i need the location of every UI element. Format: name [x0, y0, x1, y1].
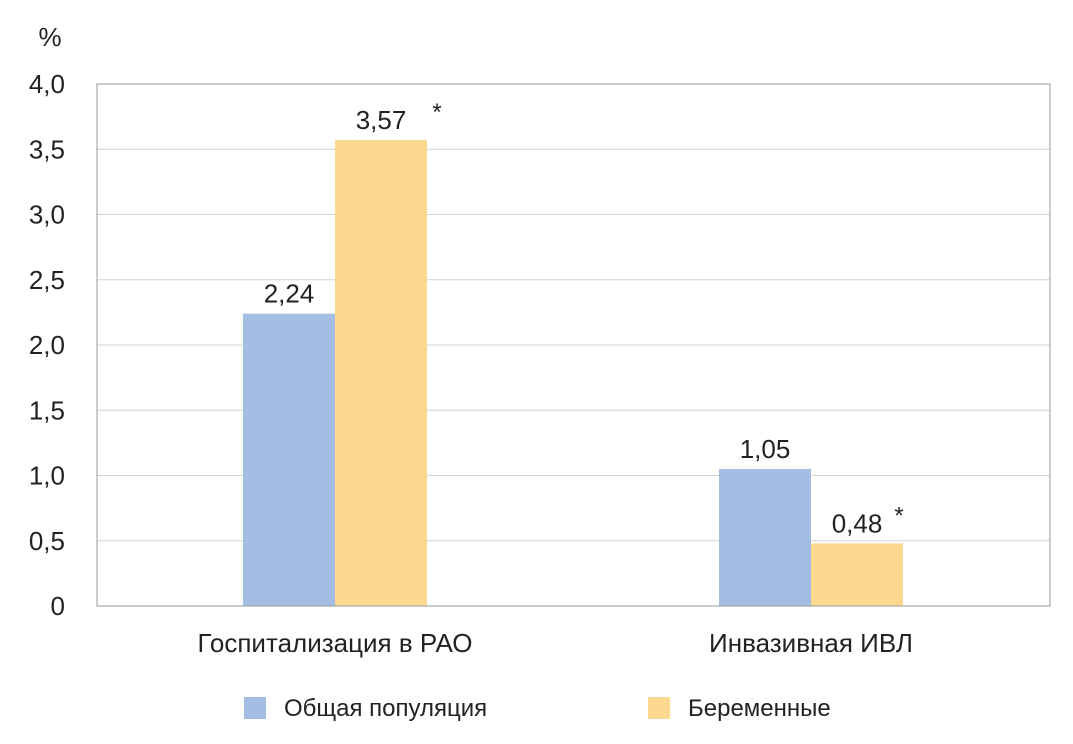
y-tick-label: 0,5	[29, 526, 65, 556]
significance-mark: *	[432, 99, 441, 126]
significance-mark: *	[894, 502, 903, 529]
y-tick-label: 2,5	[29, 265, 65, 295]
y-tick-label: 2,0	[29, 330, 65, 360]
data-label: 0,48	[832, 508, 883, 538]
category-label: Инвазивная ИВЛ	[709, 628, 913, 658]
y-axis-label: %	[38, 22, 61, 52]
data-label: 2,24	[264, 279, 315, 309]
data-label: 1,05	[740, 434, 791, 464]
y-tick-label: 3,5	[29, 134, 65, 164]
legend-label: Беременные	[688, 695, 831, 722]
bar	[811, 543, 903, 606]
y-tick-label: 1,0	[29, 461, 65, 491]
plot-frame	[96, 83, 1051, 607]
data-label: 3,57	[356, 105, 407, 135]
bar	[335, 140, 427, 607]
y-tick-label: 3,0	[29, 200, 65, 230]
legend-label: Общая популяция	[284, 695, 487, 722]
legend-swatch	[244, 697, 266, 719]
y-tick-label: 1,5	[29, 395, 65, 425]
legend-swatch	[648, 697, 670, 719]
y-tick-label: 4,0	[29, 69, 65, 99]
bar	[719, 468, 811, 606]
category-label: Госпитализация в РАО	[198, 628, 473, 658]
y-tick-label: 0	[51, 591, 65, 621]
bar	[243, 313, 335, 606]
